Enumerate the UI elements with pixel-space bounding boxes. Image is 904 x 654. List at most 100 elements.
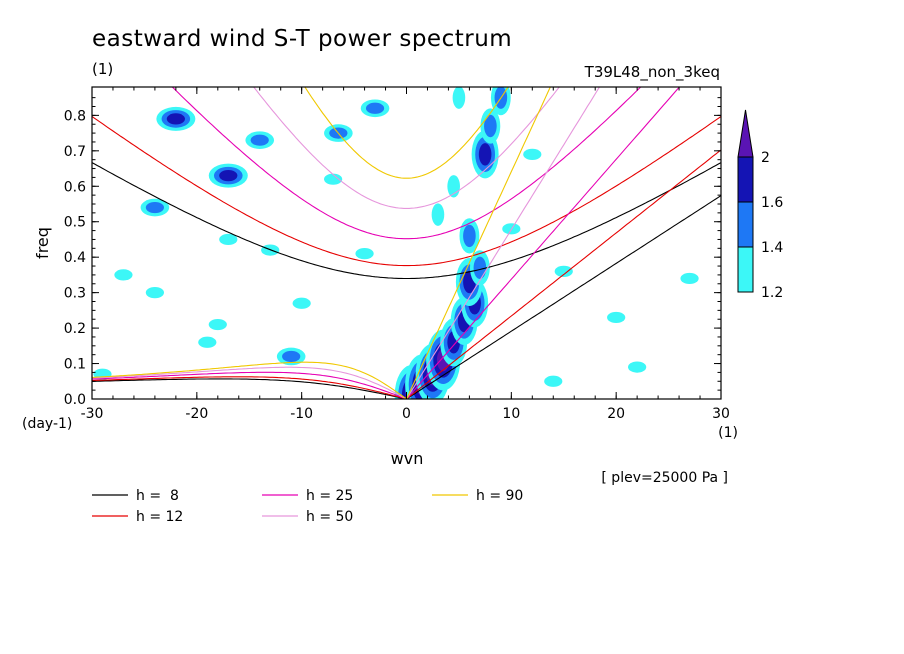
x-unit-label: (1) bbox=[718, 425, 738, 441]
kelvin-wave-curve bbox=[406, 195, 721, 399]
power-patch bbox=[523, 148, 542, 160]
power-patch bbox=[426, 329, 461, 391]
power-contour-level bbox=[484, 114, 497, 138]
rossby-wave-curve bbox=[92, 366, 407, 399]
power-contour-level bbox=[463, 224, 476, 248]
kelvin-wave-curve bbox=[406, 149, 721, 399]
power-patch bbox=[276, 347, 306, 366]
dispersion-curves bbox=[92, 87, 721, 399]
gravity-wave-curve bbox=[171, 87, 642, 240]
power-contour-level bbox=[544, 375, 563, 387]
rossby-wave-curve bbox=[92, 361, 407, 399]
power-contour-level bbox=[523, 148, 542, 160]
x-tick-label: -20 bbox=[185, 406, 208, 422]
y-tick-label: 0.7 bbox=[64, 144, 86, 160]
power-patch bbox=[292, 297, 311, 309]
power-patch bbox=[324, 173, 343, 185]
colorbar-extend-triangle bbox=[737, 109, 754, 158]
power-patch bbox=[140, 198, 170, 217]
power-patch bbox=[431, 203, 445, 226]
y-tick-label: 0.8 bbox=[64, 108, 86, 124]
power-patch bbox=[452, 87, 466, 109]
power-contour-level bbox=[628, 361, 647, 373]
legend-label: h = 50 bbox=[306, 509, 353, 525]
title-unit: (1) bbox=[92, 60, 113, 78]
power-patch bbox=[554, 265, 573, 277]
power-patch bbox=[628, 361, 647, 373]
power-patch bbox=[360, 99, 390, 118]
power-patch bbox=[208, 163, 248, 188]
y-tick-label: 0.6 bbox=[64, 179, 86, 195]
colorbar-label: 2 bbox=[761, 150, 770, 166]
colorbar-swatch bbox=[737, 246, 754, 293]
y-axis-label: freq bbox=[33, 227, 52, 259]
power-contour-level bbox=[166, 113, 185, 125]
power-contour-level bbox=[365, 102, 385, 114]
power-patch bbox=[459, 218, 480, 254]
rossby-wave-curve bbox=[92, 376, 407, 399]
power-contour-level bbox=[554, 265, 573, 277]
power-patch bbox=[208, 318, 227, 331]
gravity-wave-curve bbox=[92, 162, 721, 280]
gravity-wave-curve bbox=[253, 87, 560, 209]
power-contour-level bbox=[473, 256, 487, 280]
x-tick-label: 10 bbox=[502, 406, 520, 422]
x-tick-label: 0 bbox=[402, 406, 411, 422]
legend-label: h = 90 bbox=[476, 488, 523, 504]
power-contour-level bbox=[292, 297, 311, 309]
power-patch bbox=[219, 233, 238, 246]
y-tick-label: 0.4 bbox=[64, 250, 86, 266]
y-tick-label: 0.0 bbox=[64, 392, 86, 408]
power-patch bbox=[145, 287, 164, 299]
power-patch bbox=[544, 375, 563, 387]
power-patch bbox=[245, 131, 275, 149]
colorbar-label: 1.6 bbox=[761, 195, 783, 211]
power-contour-level bbox=[431, 203, 445, 226]
colorbar-swatch bbox=[737, 156, 754, 203]
power-patch bbox=[469, 250, 490, 286]
colorbar-label: 1.2 bbox=[761, 285, 783, 301]
power-patch bbox=[156, 106, 196, 131]
x-tick-label: -10 bbox=[290, 406, 313, 422]
colorbar: 1.2 1.4 1.6 2 bbox=[737, 109, 783, 301]
power-patch bbox=[607, 311, 626, 324]
y-tick-label: 0.3 bbox=[64, 286, 86, 302]
rossby-wave-curve bbox=[92, 378, 407, 399]
axes: -30 -20 -10 0 10 20 30 0.0 0.1 0.2 0.3 0.4 0.5 0.6 0.7… bbox=[64, 87, 730, 422]
power-contour-level bbox=[452, 87, 466, 109]
y-tick-label: 0.1 bbox=[64, 357, 86, 373]
plot-frame bbox=[91, 86, 722, 400]
power-contour-level bbox=[478, 143, 492, 166]
colorbar-label: 1.4 bbox=[761, 240, 783, 256]
plev-note: [ plev=25000 Pa ] bbox=[601, 470, 728, 486]
kelvin-wave-curve bbox=[406, 87, 601, 399]
power-contour-level bbox=[219, 170, 238, 182]
power-contour-level bbox=[355, 248, 374, 260]
x-axis-label: wvn bbox=[391, 449, 424, 468]
kelvin-wave-curve bbox=[406, 87, 681, 399]
power-contour-level bbox=[208, 318, 227, 331]
kelvin-wave-curve bbox=[405, 87, 551, 399]
power-patch bbox=[198, 336, 217, 348]
power-patch bbox=[680, 272, 699, 285]
power-contour-level bbox=[250, 134, 269, 146]
gravity-wave-curve bbox=[304, 87, 509, 179]
power-contour-level bbox=[282, 350, 301, 363]
power-contour-level bbox=[607, 311, 626, 324]
power-contour-level bbox=[324, 173, 343, 185]
gravity-wave-curve bbox=[92, 115, 721, 267]
x-tick-label: 30 bbox=[712, 406, 730, 422]
x-tick-label: -30 bbox=[81, 406, 104, 422]
colorbar-swatch bbox=[737, 201, 754, 248]
power-contour-level bbox=[198, 336, 217, 348]
power-contour-level bbox=[145, 201, 164, 214]
legend: h = 8 h = 12 h = 25 h = 50 h = 90 bbox=[92, 488, 523, 525]
y-unit-label: (day-1) bbox=[22, 416, 72, 432]
y-tick-label: 0.2 bbox=[64, 321, 86, 337]
y-tick-label: 0.5 bbox=[64, 215, 86, 231]
power-patch bbox=[480, 108, 501, 144]
legend-label: h = 8 bbox=[136, 488, 179, 504]
rossby-wave-curve bbox=[92, 371, 407, 399]
power-contour-level bbox=[145, 287, 164, 299]
